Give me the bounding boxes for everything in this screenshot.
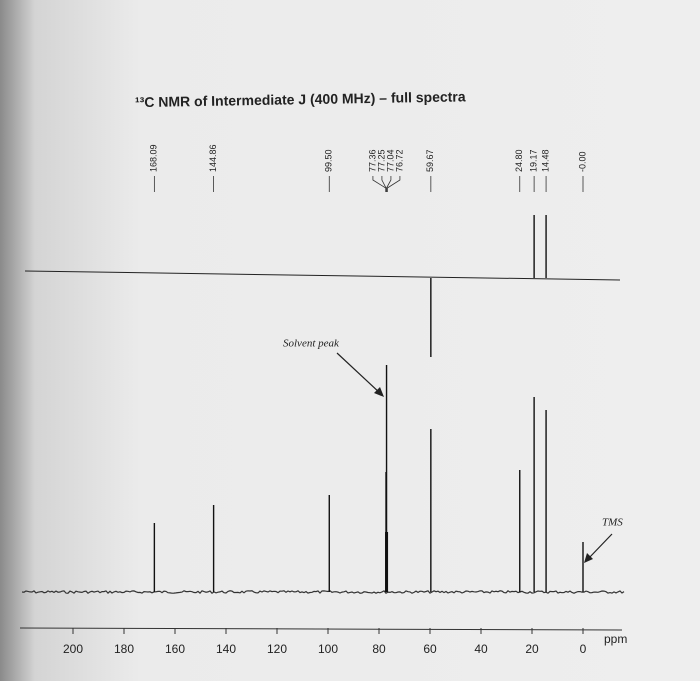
peak-label-leader	[386, 176, 401, 192]
arrow	[587, 533, 613, 560]
dept-baseline	[24, 270, 621, 281]
x-axis	[19, 627, 623, 631]
annotation: Solvent peak	[283, 338, 340, 350]
x-tick-label: 120	[267, 642, 287, 656]
peak-label: 24.80	[514, 149, 524, 172]
x-tick-label: 60	[423, 642, 437, 656]
x-tick-label: 140	[216, 642, 236, 656]
x-tick-label: 0	[580, 642, 587, 656]
x-axis-label: ppm	[604, 632, 627, 646]
peak-label-leader	[386, 176, 392, 192]
peak-label: 59.67	[425, 149, 435, 172]
peak-label: 168.09	[149, 144, 159, 172]
peak-label: 144.86	[208, 144, 218, 172]
peak-label: 77.25	[376, 149, 386, 172]
peak-label: -0.00	[577, 151, 587, 172]
x-tick-label: 180	[114, 642, 134, 656]
arrow-head	[584, 553, 593, 563]
annotation: TMS	[602, 517, 623, 529]
x-tick-label: 100	[318, 642, 338, 656]
baseline	[21, 590, 625, 594]
peak-label: 14.48	[540, 149, 550, 172]
x-tick-label: 20	[525, 642, 539, 656]
arrow-head	[374, 387, 384, 397]
arrow	[336, 352, 382, 395]
peak-label: 99.50	[324, 149, 334, 172]
peak-label: 19.17	[528, 149, 538, 172]
peak-label: 77.36	[367, 149, 377, 172]
peak-label: 77.04	[385, 149, 395, 172]
x-tick-label: 200	[63, 642, 83, 656]
chart-title: ¹³C NMR of Intermediate J (400 MHz) – fu…	[135, 88, 466, 110]
peak-label-leader	[381, 176, 387, 192]
x-tick-label: 80	[372, 642, 386, 656]
x-tick-label: 40	[474, 642, 488, 656]
x-tick-label: 160	[165, 642, 185, 656]
peak-label: 76.72	[394, 149, 404, 172]
